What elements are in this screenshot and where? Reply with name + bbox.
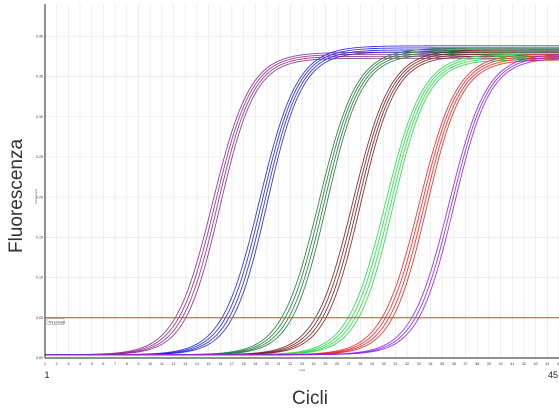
x-tick-label: 25 (323, 362, 327, 366)
x-tick-label: 3 (67, 362, 69, 366)
x-tick-label: 39 (487, 362, 491, 366)
x-tick-label: 31 (393, 362, 397, 366)
x-tick-label: 24 (312, 362, 316, 366)
y-tick-labels: 0.00 0.05 0.10 0.15 0.20 0.25 0.30 0.35 0.40 (36, 34, 43, 360)
x-tick-label: 13 (183, 362, 187, 366)
x-tick-label: 30 (382, 362, 386, 366)
x-tick-label: 35 (440, 362, 444, 366)
amplification-curve (45, 58, 559, 356)
inner-x-axis-label: Cycle (299, 368, 306, 372)
y-tick-label: 0.40 (36, 34, 43, 38)
y-tick-label: 0.00 (36, 356, 43, 360)
x-tick-labels: 1 2 3 4 5 6 7 8 9 10 11 12 13 14 15 16 17 18 19 20 21 22 23 24 2… (44, 362, 559, 366)
threshold-label: Threshold (48, 320, 65, 324)
x-tick-label: 15 (207, 362, 211, 366)
y-tick-label: 0.10 (36, 276, 43, 280)
x-tick-label: 14 (195, 362, 199, 366)
y-tick-label: 0.15 (36, 236, 43, 240)
x-tick-label: 41 (510, 362, 514, 366)
x-tick-label: 11 (160, 362, 164, 366)
threshold-label-box (46, 318, 65, 325)
grid (44, 4, 559, 359)
x-tick-label: 2 (56, 362, 58, 366)
x-tick-label: 16 (218, 362, 222, 366)
x-tick-label: 32 (405, 362, 409, 366)
x-tick-label: 37 (464, 362, 468, 366)
x-tick-label: 22 (288, 362, 292, 366)
x-tick-label: 1 (44, 362, 46, 366)
x-tick-label: 8 (126, 362, 128, 366)
x-tick-label: 6 (102, 362, 104, 366)
x-tick-label: 7 (114, 362, 116, 366)
x-tick-label: 19 (253, 362, 257, 366)
x-tick-label: 26 (335, 362, 339, 366)
y-tick-label: 0.35 (36, 75, 43, 79)
x-tick-label: 29 (370, 362, 374, 366)
y-tick-label: 0.05 (36, 316, 43, 320)
x-start-label: 1 (44, 370, 49, 380)
y-axis-label: Fluorescenza (6, 139, 27, 253)
x-tick-label: 23 (300, 362, 304, 366)
x-end-label: 45 (548, 370, 558, 380)
x-tick-label: 38 (475, 362, 479, 366)
x-tick-label: 10 (148, 362, 152, 366)
x-tick-label: 5 (91, 362, 93, 366)
x-tick-label: 17 (230, 362, 234, 366)
x-axis-label: Cicli (292, 388, 328, 409)
y-tick-label: 0.25 (36, 155, 43, 159)
x-tick-label: 21 (277, 362, 281, 366)
inner-y-axis-label: Norm. Fluoro. (34, 188, 38, 204)
y-tick-label: 0.20 (36, 195, 43, 199)
x-tick-label: 36 (452, 362, 456, 366)
x-tick-label: 20 (265, 362, 269, 366)
x-tick-label: 18 (242, 362, 246, 366)
x-tick-label: 9 (137, 362, 139, 366)
x-tick-label: 27 (347, 362, 351, 366)
amplification-curves (44, 45, 559, 356)
x-tick-label: 42 (522, 362, 526, 366)
x-tick-label: 44 (545, 362, 549, 366)
x-tick-label: 28 (358, 362, 362, 366)
x-tick-label: 45 (557, 362, 559, 366)
x-tick-label: 43 (534, 362, 538, 366)
x-tick-label: 12 (172, 362, 176, 366)
y-tick-label: 0.30 (36, 115, 43, 119)
x-tick-label: 40 (499, 362, 503, 366)
x-tick-label: 34 (429, 362, 433, 366)
x-tick-label: 33 (417, 362, 421, 366)
x-tick-label: 4 (79, 362, 81, 366)
